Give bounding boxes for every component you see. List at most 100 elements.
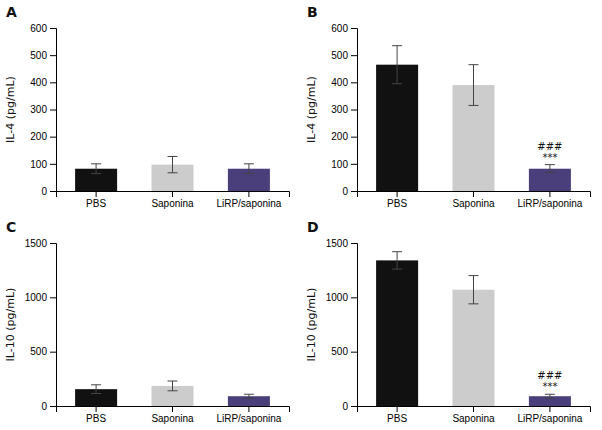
error-stem [172,156,173,172]
axis-line [358,192,591,198]
error-bar [244,164,254,174]
y-tick: 500 [331,346,357,357]
y-tick: 100 [331,159,357,170]
x-tick: LiRP/saponina [216,191,281,209]
x-tick: PBS [387,406,407,424]
plot: 050010001500PBSSaponinaLiRP/saponinaIL-1… [4,238,290,424]
axis-line [57,192,290,198]
tick-mark [473,191,474,197]
annotation: *** [542,152,557,163]
error-bar [545,165,555,173]
y-tick: 0 [41,401,56,412]
error-cap [469,275,479,276]
tick-mark [351,82,357,83]
tick-mark [172,191,173,197]
tick-label: 200 [30,131,47,142]
error-bar [392,46,402,84]
panel-label: A [6,4,17,20]
tick-label: 0 [41,401,47,412]
y-axis-title: IL-4 (pg/mL) [4,76,17,143]
error-cap [91,173,101,174]
bar [529,396,571,406]
error-cap [545,394,555,395]
y-tick: 400 [30,77,56,88]
tick-label: PBS [86,413,106,424]
tick-label: PBS [387,198,407,209]
tick-mark [351,352,357,353]
x-tick: PBS [86,406,106,424]
tick-mark [50,164,56,165]
error-stem [549,394,550,398]
y-axis-title: IL-4 (pg/mL) [305,76,318,143]
tick-mark [50,110,56,111]
axis-line [50,244,57,407]
y-tick: 0 [342,401,357,412]
tick-mark [248,406,249,412]
y-tick: 1000 [326,292,357,303]
error-cap [545,398,555,399]
tick-mark [473,406,474,412]
tick-mark [50,137,56,138]
error-bar [469,276,479,304]
tick-label: 1000 [25,292,48,303]
error-stem [397,252,398,269]
tick-label: 0 [342,401,348,412]
panel: B0100200300400500600PBSSaponinaLiRP/sapo… [305,4,591,209]
tick-mark [351,164,357,165]
error-bar [168,381,178,391]
tick-label: Saponina [452,198,495,209]
plot: 0100200300400500600PBSSaponinaLiRP/sapon… [4,23,290,209]
plot: 050010001500PBSSaponinaLiRP/saponinaIL-1… [305,238,591,424]
y-tick: 500 [331,50,357,61]
error-bar [168,156,178,172]
y-tick: 1000 [25,292,56,303]
y-tick: 500 [30,50,56,61]
error-cap [392,269,402,270]
error-stem [172,381,173,391]
error-stem [96,164,97,174]
panel-label: D [307,219,319,235]
error-cap [469,303,479,304]
x-tick: Saponina [452,191,495,209]
axis-line [358,407,591,413]
panel: C050010001500PBSSaponinaLiRP/saponinaIL-… [4,219,290,424]
tick-label: 500 [30,346,47,357]
y-axis: 0100200300400500600 [331,23,357,197]
y-tick: 300 [30,104,56,115]
error-cap [244,163,254,164]
x-tick: Saponina [151,406,194,424]
error-stem [248,394,249,398]
bar [376,65,418,191]
error-bar [91,164,101,174]
tick-label: 1000 [326,292,349,303]
x-axis: PBSSaponinaLiRP/saponina [358,406,591,424]
tick-mark [50,297,56,298]
x-tick: Saponina [151,191,194,209]
tick-label: 0 [342,186,348,197]
tick-label: LiRP/saponina [517,413,582,424]
tick-mark [50,406,56,407]
error-cap [392,83,402,84]
y-tick: 100 [30,159,56,170]
y-tick: 1500 [326,238,357,249]
y-axis: 0100200300400500600 [30,23,56,197]
tick-mark [50,28,56,29]
tick-label: 400 [30,77,47,88]
error-cap [168,381,178,382]
tick-mark [248,191,249,197]
tick-label: 100 [30,159,47,170]
y-tick: 200 [30,131,56,142]
marks [75,381,270,406]
y-tick: 600 [30,23,56,34]
y-tick: 600 [331,23,357,34]
tick-mark [549,406,550,412]
error-bar [545,394,555,398]
tick-mark [351,406,357,407]
tick-mark [351,243,357,244]
x-axis: PBS Saponina LiRP/saponina [57,406,290,424]
tick-label: 1500 [25,238,48,249]
error-stem [549,165,550,173]
x-tick: LiRP/saponina [216,406,281,424]
tick-label: PBS [387,413,407,424]
error-cap [91,393,101,394]
